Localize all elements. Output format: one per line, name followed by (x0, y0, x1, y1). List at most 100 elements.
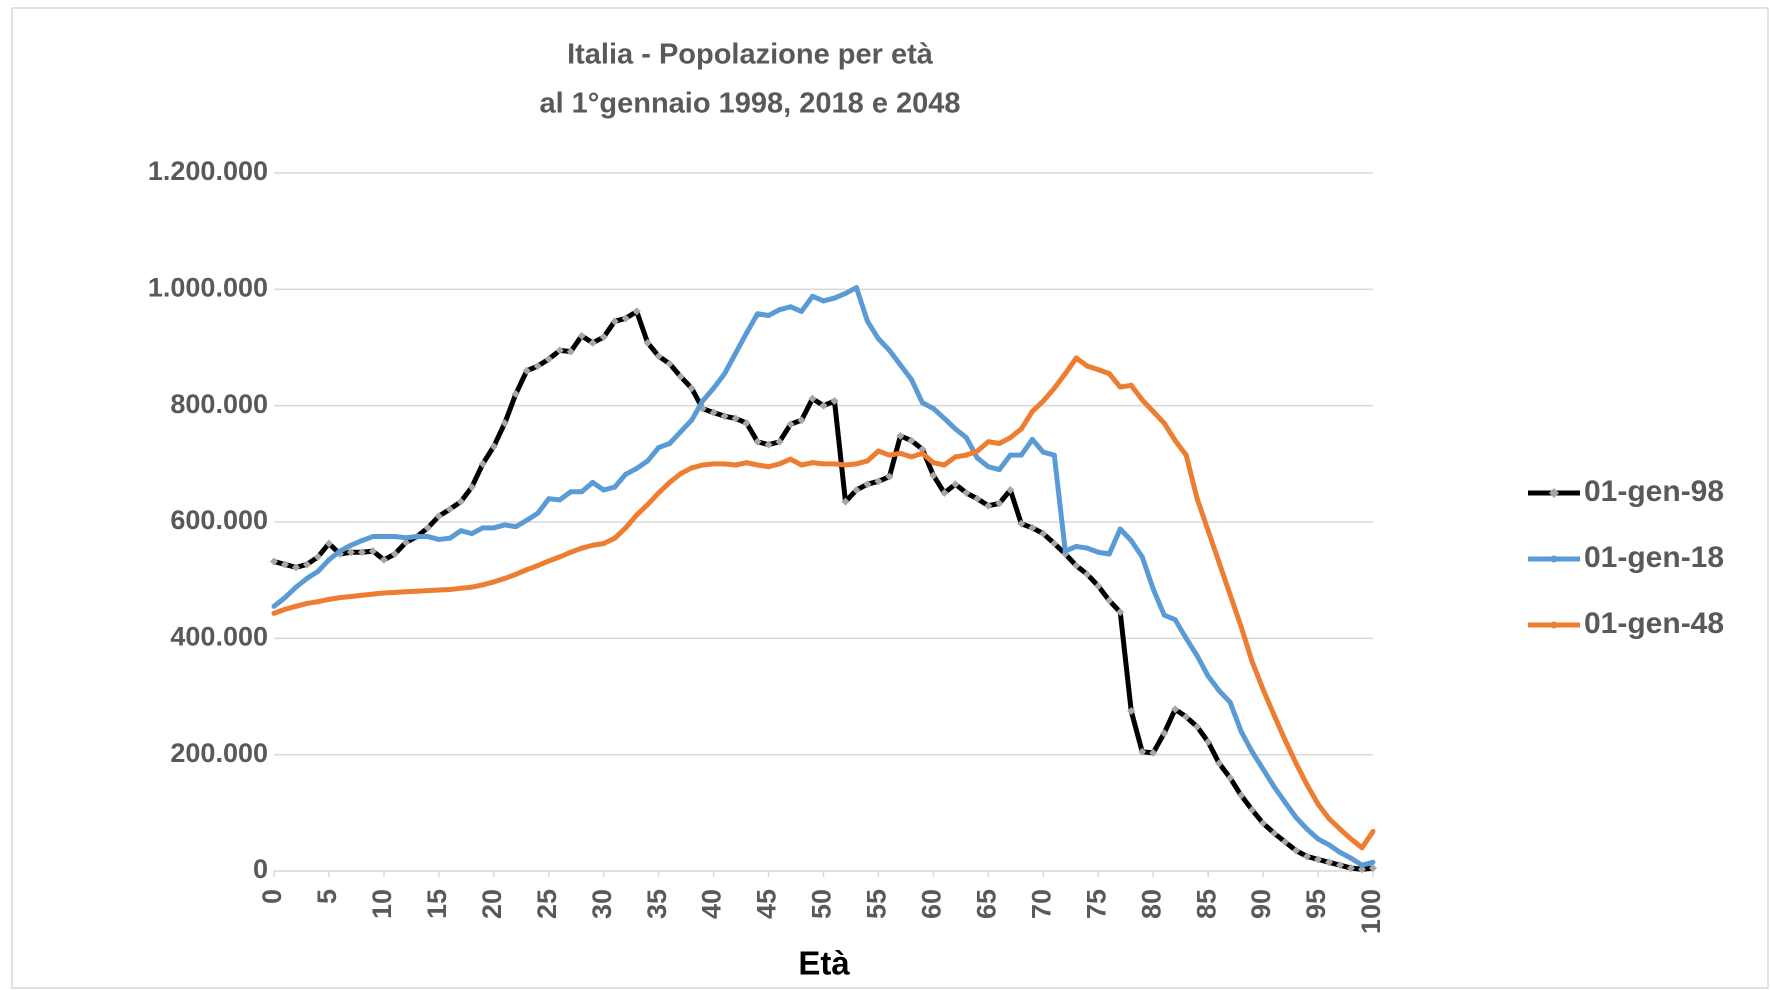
point (1018, 452, 1024, 458)
point (722, 461, 728, 467)
point (744, 330, 750, 336)
point (963, 452, 969, 458)
point (1105, 596, 1114, 605)
x-tick-label: 75 (1081, 889, 1111, 919)
point (1204, 737, 1213, 746)
point (1161, 612, 1167, 618)
point (491, 525, 497, 531)
legend-marker (1550, 621, 1558, 629)
point (535, 563, 541, 569)
point (645, 458, 651, 464)
point (458, 528, 464, 534)
point (731, 414, 740, 423)
point (941, 415, 947, 421)
x-tick-label: 50 (807, 889, 837, 919)
point (951, 480, 960, 489)
point (1205, 673, 1211, 679)
point (985, 439, 991, 445)
legend-label: 01-gen-18 (1584, 541, 1724, 574)
legend-label: 01-gen-48 (1584, 607, 1724, 640)
legend-marker (1549, 488, 1559, 498)
point (1325, 858, 1334, 867)
chart-title: Italia - Popolazione per età (567, 39, 934, 71)
point (1160, 729, 1169, 738)
x-tick-label: 0 (257, 889, 287, 904)
x-tick-label: 80 (1136, 889, 1166, 919)
point (919, 400, 925, 406)
point (1117, 384, 1123, 390)
point (819, 401, 828, 410)
point (962, 488, 971, 497)
point (1028, 523, 1037, 532)
point (1292, 846, 1301, 855)
y-tick-label: 400.000 (170, 621, 268, 651)
point (313, 552, 322, 561)
point (403, 589, 409, 595)
point (579, 489, 585, 495)
point (423, 523, 432, 532)
point (678, 471, 684, 477)
point (1051, 452, 1057, 458)
x-tick-label: 15 (422, 889, 452, 919)
point (1150, 408, 1156, 414)
point (326, 557, 332, 563)
point (929, 471, 938, 480)
point (777, 461, 783, 467)
point (1227, 699, 1233, 705)
point (381, 590, 387, 596)
x-tick-label: 45 (752, 889, 782, 919)
point (469, 531, 475, 537)
y-tick-label: 0 (253, 854, 268, 884)
point (1326, 816, 1332, 822)
point (271, 603, 277, 609)
x-tick-label: 70 (1026, 889, 1056, 919)
point (1029, 408, 1035, 414)
point (1072, 561, 1081, 570)
point (777, 307, 783, 313)
point (1359, 845, 1365, 851)
point (810, 293, 816, 299)
point (326, 596, 332, 602)
point (799, 462, 805, 468)
point (755, 462, 761, 468)
point (346, 548, 355, 557)
point (590, 479, 596, 485)
point (401, 538, 410, 547)
point (841, 497, 850, 506)
point (337, 595, 343, 601)
x-tick-label: 55 (862, 889, 892, 919)
point (546, 496, 552, 502)
point (808, 394, 817, 403)
point (984, 501, 993, 510)
point (513, 571, 519, 577)
point (974, 448, 980, 454)
y-tick-label: 600.000 (170, 505, 268, 535)
point (788, 304, 794, 310)
point (1095, 367, 1101, 373)
point (1007, 452, 1013, 458)
point (852, 486, 861, 495)
point (1215, 759, 1224, 768)
point (1271, 712, 1277, 718)
point (392, 534, 398, 540)
point (1073, 543, 1079, 549)
point (1172, 617, 1178, 623)
point (1260, 687, 1266, 693)
point (359, 592, 365, 598)
point (930, 460, 936, 466)
point (667, 479, 673, 485)
x-tick-label: 25 (532, 889, 562, 919)
point (467, 483, 476, 492)
point (676, 372, 685, 381)
point (830, 397, 839, 406)
point (654, 352, 663, 361)
point (918, 445, 927, 454)
point (612, 535, 618, 541)
point (665, 359, 674, 368)
point (513, 524, 519, 530)
point (588, 338, 597, 347)
point (1216, 688, 1222, 694)
point (315, 568, 321, 574)
point (753, 437, 762, 446)
